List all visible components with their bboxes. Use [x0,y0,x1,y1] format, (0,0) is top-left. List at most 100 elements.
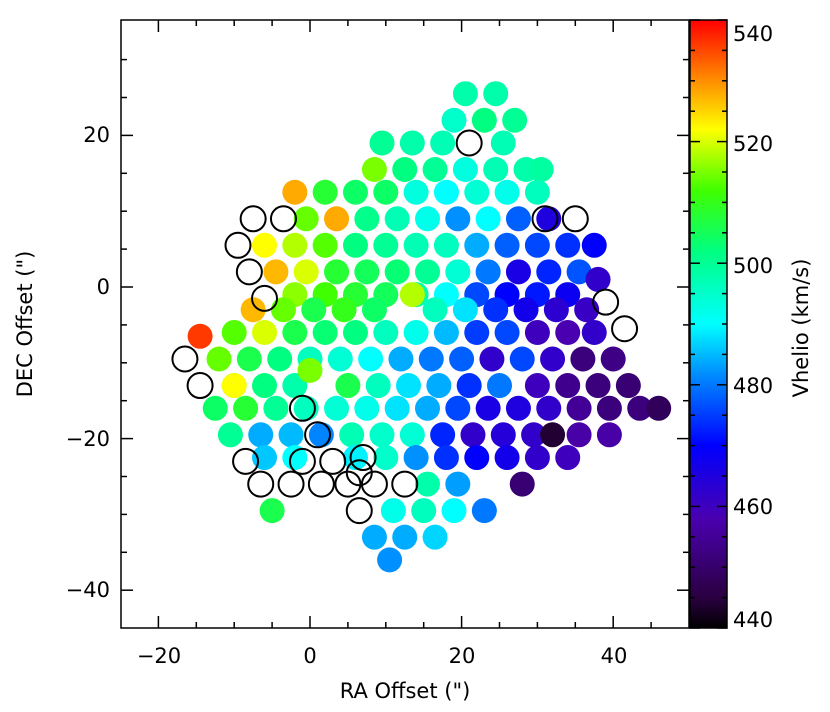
open-data-point [277,470,305,498]
data-point [335,373,361,399]
data-point [494,232,520,258]
data-point [403,232,429,258]
data-point [528,157,554,183]
data-point [236,346,262,372]
data-point [483,297,509,323]
data-point [369,422,395,448]
data-point [422,157,448,183]
data-point [581,232,607,258]
open-data-point [349,444,377,472]
data-point [327,346,353,372]
data-point [464,232,490,258]
data-point [233,395,259,421]
y-tick-label: −40 [66,578,110,602]
data-point [524,319,550,345]
open-data-point [391,470,419,498]
data-point [282,373,308,399]
data-point [585,266,611,292]
data-point [487,373,512,399]
data-point [399,282,425,308]
x-tick-label: 40 [601,644,628,668]
data-point [585,373,611,399]
data-point [490,422,516,448]
data-point [483,81,509,107]
data-point [259,498,285,524]
data-point [414,206,440,232]
x-axis-ticks [157,20,652,628]
data-point [331,297,357,323]
data-point [399,130,425,156]
data-point [384,206,410,232]
data-point [293,206,319,232]
data-point [187,323,213,349]
data-point [566,395,592,421]
data-point [342,179,368,205]
data-point [596,395,622,421]
data-point [422,524,448,550]
x-tick-label: −20 [137,644,181,668]
data-point [384,395,410,421]
data-point [494,179,520,205]
data-point [536,395,562,421]
data-point [354,206,380,232]
data-point [505,395,531,421]
data-point [600,346,626,372]
data-point [456,373,482,399]
data-point [524,232,550,258]
data-point [392,157,418,183]
data-point [524,373,550,399]
data-point [566,259,592,285]
data-point [570,346,596,372]
data-point [471,107,497,133]
open-data-point [224,231,252,259]
data-point [524,445,550,471]
colorbar-tick-label: 500 [733,254,773,278]
open-data-point [307,470,335,498]
data-point [471,498,497,524]
colorbar-tick-label: 440 [733,608,773,632]
colorbar-tick-label: 520 [733,132,773,156]
data-point [252,445,278,471]
data-point [615,373,641,399]
data-point [282,319,308,345]
data-point [513,297,539,323]
data-point [312,319,338,345]
data-point [270,297,296,323]
data-point [312,179,338,205]
data-point [505,206,531,232]
data-point [361,297,387,323]
data-point [464,445,490,471]
plot-frame [120,19,690,629]
x-tick-label: 0 [303,644,316,668]
data-point [555,319,581,345]
data-point [297,357,323,383]
open-data-point [269,205,297,233]
open-data-point [531,205,559,233]
open-data-point [171,345,199,373]
open-data-point [235,258,263,286]
data-point [566,422,592,448]
data-point [358,346,384,372]
data-point [555,373,581,399]
data-point [524,179,550,205]
data-point [202,395,228,421]
data-point [475,259,501,285]
data-point [252,373,278,399]
data-point [282,232,308,258]
x-tick-label: 20 [449,644,476,668]
y-tick-label: −20 [66,427,110,451]
data-point [267,346,293,372]
colorbar-tick-label: 480 [733,374,773,398]
data-point [441,107,467,133]
data-point [445,395,471,421]
data-point [339,422,365,448]
open-data-point [319,447,347,475]
data-point [282,445,308,471]
data-point [206,346,232,372]
colorbar-label: Vhelio (km/s) [789,259,813,398]
data-point [373,232,399,258]
data-point [460,422,486,448]
data-point [373,445,399,471]
open-data-point [592,288,620,316]
data-point [342,319,368,345]
